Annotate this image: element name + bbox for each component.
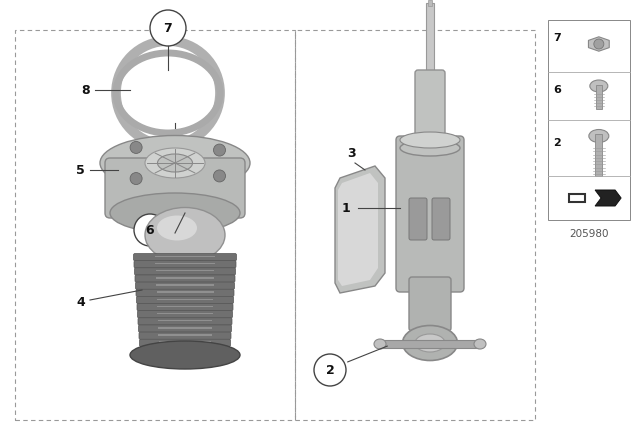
FancyBboxPatch shape (134, 261, 236, 268)
FancyBboxPatch shape (432, 198, 450, 240)
Bar (159, 349, 211, 350)
Bar (156, 263, 214, 264)
Ellipse shape (100, 135, 250, 190)
Bar (156, 284, 214, 286)
Ellipse shape (400, 132, 460, 148)
Text: 7: 7 (553, 33, 561, 43)
Circle shape (214, 144, 225, 156)
Bar (157, 306, 213, 307)
FancyBboxPatch shape (138, 318, 232, 325)
Ellipse shape (157, 215, 197, 241)
Polygon shape (595, 190, 621, 206)
Ellipse shape (145, 207, 225, 263)
FancyBboxPatch shape (136, 297, 234, 304)
Bar (156, 270, 214, 271)
FancyBboxPatch shape (140, 339, 230, 346)
FancyBboxPatch shape (136, 282, 234, 289)
Text: 3: 3 (348, 147, 356, 160)
FancyBboxPatch shape (409, 277, 451, 331)
Ellipse shape (145, 148, 205, 178)
FancyBboxPatch shape (409, 198, 427, 240)
Ellipse shape (374, 339, 386, 349)
Text: 5: 5 (76, 164, 85, 177)
FancyBboxPatch shape (139, 332, 231, 339)
Ellipse shape (589, 129, 609, 142)
FancyBboxPatch shape (138, 310, 232, 318)
Bar (380, 340, 480, 348)
Bar (158, 334, 212, 336)
Text: 2: 2 (326, 363, 334, 376)
FancyBboxPatch shape (134, 268, 236, 275)
Bar (156, 277, 214, 279)
Circle shape (214, 170, 225, 182)
Bar (158, 327, 212, 328)
Circle shape (594, 39, 604, 49)
Polygon shape (338, 173, 378, 286)
Ellipse shape (157, 154, 193, 172)
FancyBboxPatch shape (137, 303, 233, 311)
Bar (426, 3, 434, 78)
FancyBboxPatch shape (138, 325, 232, 332)
FancyBboxPatch shape (105, 158, 245, 218)
Bar (595, 134, 602, 176)
Text: 7: 7 (164, 22, 172, 34)
FancyBboxPatch shape (136, 289, 234, 297)
FancyBboxPatch shape (396, 136, 464, 292)
Bar (157, 291, 214, 293)
Text: 205980: 205980 (569, 229, 609, 239)
Bar (596, 85, 602, 109)
Polygon shape (588, 37, 609, 51)
Ellipse shape (474, 339, 486, 349)
Circle shape (150, 10, 186, 46)
Bar (157, 298, 213, 300)
Circle shape (130, 172, 142, 185)
Ellipse shape (415, 334, 445, 352)
Text: 4: 4 (76, 296, 85, 309)
Bar (428, 0, 432, 6)
Text: 2: 2 (553, 138, 561, 148)
Bar (157, 320, 212, 321)
Ellipse shape (400, 140, 460, 156)
FancyBboxPatch shape (134, 254, 237, 261)
Bar (159, 341, 211, 343)
Ellipse shape (110, 193, 240, 233)
Bar (155, 256, 215, 257)
FancyBboxPatch shape (135, 275, 235, 282)
Ellipse shape (590, 80, 608, 92)
FancyBboxPatch shape (415, 70, 445, 156)
Circle shape (134, 214, 166, 246)
Bar (157, 313, 212, 314)
Polygon shape (335, 166, 385, 293)
Ellipse shape (403, 326, 458, 361)
Text: 6: 6 (553, 85, 561, 95)
Circle shape (314, 354, 346, 386)
Text: 1: 1 (341, 202, 350, 215)
Ellipse shape (130, 341, 240, 369)
Circle shape (130, 142, 142, 154)
FancyBboxPatch shape (140, 346, 230, 353)
Text: 6: 6 (146, 224, 154, 237)
Text: 8: 8 (81, 83, 90, 96)
